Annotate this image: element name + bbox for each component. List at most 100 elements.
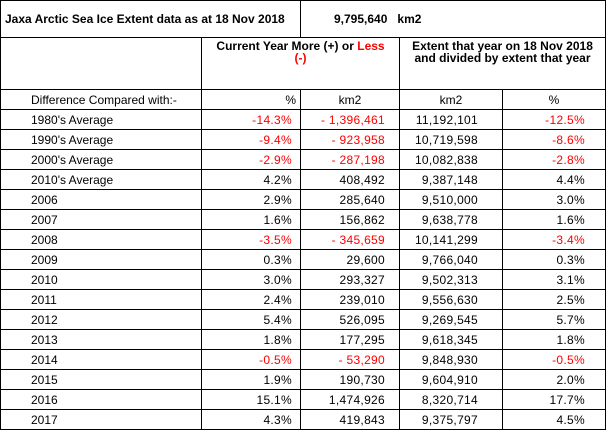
- difference-km2: 408,492: [300, 169, 400, 190]
- difference-km2: 293,327: [300, 269, 400, 290]
- table-row: 1990's Average -9.4% - 923,958 10,719,598 -8…: [0, 129, 606, 150]
- difference-percent: -2.9%: [201, 149, 301, 170]
- ratio-percent: 4.5%: [502, 409, 606, 430]
- difference-percent: 2.4%: [201, 289, 301, 310]
- column-header-row: Difference Compared with:- % km2 km2 %: [0, 89, 606, 110]
- extent-km2: 9,387,148: [399, 169, 503, 190]
- current-extent-unit: km2: [397, 12, 422, 26]
- table-row: 2010 3.0% 293,327 9,502,313 3.1%: [0, 269, 606, 290]
- difference-km2: 29,600: [300, 249, 400, 270]
- difference-percent: -0.5%: [201, 349, 301, 370]
- column-header-diff-km2: km2: [300, 89, 400, 110]
- difference-percent: 1.6%: [201, 209, 301, 230]
- difference-km2: 156,862: [300, 209, 400, 230]
- row-label: 2010: [0, 269, 202, 290]
- row-label: 2011: [0, 289, 202, 310]
- extent-km2: 9,510,000: [399, 189, 503, 210]
- difference-km2: 1,474,926: [300, 389, 400, 410]
- ratio-percent: 1.8%: [502, 329, 606, 350]
- row-label: 2010's Average: [0, 169, 202, 190]
- row-label: 2008: [0, 229, 202, 250]
- row-label: 2015: [0, 369, 202, 390]
- table-row: 2017 4.3% 419,843 9,375,797 4.5%: [0, 409, 606, 430]
- table-row: 2011 2.4% 239,010 9,556,630 2.5%: [0, 289, 606, 310]
- extent-km2: 9,502,313: [399, 269, 503, 290]
- difference-km2: 177,295: [300, 329, 400, 350]
- difference-km2: 526,095: [300, 309, 400, 330]
- extent-km2: 9,556,630: [399, 289, 503, 310]
- ratio-percent: 3.0%: [502, 189, 606, 210]
- table-row: 1980's Average -14.3% - 1,396,461 11,192,10…: [0, 109, 606, 130]
- row-label: 2017: [0, 409, 202, 430]
- column-header-extent-km2: km2: [399, 89, 503, 110]
- difference-km2: 190,730: [300, 369, 400, 390]
- difference-percent: -9.4%: [201, 129, 301, 150]
- difference-km2: - 345,659: [300, 229, 400, 250]
- row-label: 2000's Average: [0, 149, 202, 170]
- table-row: 2008 -3.5% - 345,659 10,141,299 -3.4%: [0, 229, 606, 250]
- difference-heading-less: Less: [357, 39, 385, 53]
- row-label-header: Difference Compared with:-: [0, 89, 202, 110]
- extent-km2: 9,618,345: [399, 329, 503, 350]
- difference-percent: 4.2%: [201, 169, 301, 190]
- table-row: 2013 1.8% 177,295 9,618,345 1.8%: [0, 329, 606, 350]
- difference-km2: - 53,290: [300, 349, 400, 370]
- extent-km2: 9,848,930: [399, 349, 503, 370]
- row-label: 2007: [0, 209, 202, 230]
- ratio-percent: -3.4%: [502, 229, 606, 250]
- column-header-diff-pct: %: [201, 89, 301, 110]
- ratio-percent: -2.8%: [502, 149, 606, 170]
- row-label: 2012: [0, 309, 202, 330]
- table-row: 2015 1.9% 190,730 9,604,910 2.0%: [0, 369, 606, 390]
- column-header-ratio-pct: %: [502, 89, 606, 110]
- row-label: 2006: [0, 189, 202, 210]
- row-label: 2016: [0, 389, 202, 410]
- difference-percent: 5.4%: [201, 309, 301, 330]
- extent-km2: 8,320,714: [399, 389, 503, 410]
- table-row: 2009 0.3% 29,600 9,766,040 0.3%: [0, 249, 606, 270]
- extent-km2: 9,269,545: [399, 309, 503, 330]
- difference-percent: -14.3%: [201, 109, 301, 130]
- difference-km2: - 1,396,461: [300, 109, 400, 130]
- extent-km2: 10,141,299: [399, 229, 503, 250]
- ratio-percent: -0.5%: [502, 349, 606, 370]
- difference-percent: 4.3%: [201, 409, 301, 430]
- ratio-percent: 1.6%: [502, 209, 606, 230]
- difference-percent: 15.1%: [201, 389, 301, 410]
- extent-km2: 9,375,797: [399, 409, 503, 430]
- difference-heading: Current Year More (+) or Less (-): [201, 37, 400, 90]
- ratio-percent: 4.4%: [502, 169, 606, 190]
- table-row: 2016 15.1% 1,474,926 8,320,714 17.7%: [0, 389, 606, 410]
- current-extent-cell: 9,795,640 km2: [300, 0, 606, 38]
- extent-km2: 9,604,910: [399, 369, 503, 390]
- table-title: Jaxa Arctic Sea Ice Extent data as at 18…: [0, 0, 301, 38]
- difference-percent: -3.5%: [201, 229, 301, 250]
- difference-km2: - 287,198: [300, 149, 400, 170]
- table-row: 2012 5.4% 526,095 9,269,545 5.7%: [0, 309, 606, 330]
- current-extent-value: 9,795,640: [334, 12, 388, 26]
- extent-km2: 10,719,598: [399, 129, 503, 150]
- table-row: 2000's Average -2.9% - 287,198 10,082,838 -2…: [0, 149, 606, 170]
- row-label: 2013: [0, 329, 202, 350]
- table-row: 2014 -0.5% - 53,290 9,848,930 -0.5%: [0, 349, 606, 370]
- row-label: 1990's Average: [0, 129, 202, 150]
- ratio-percent: 2.0%: [502, 369, 606, 390]
- extent-km2: 11,192,101: [399, 109, 503, 130]
- difference-km2: 285,640: [300, 189, 400, 210]
- ratio-percent: 2.5%: [502, 289, 606, 310]
- sea-ice-table: Jaxa Arctic Sea Ice Extent data as at 18…: [0, 0, 606, 430]
- difference-percent: 1.9%: [201, 369, 301, 390]
- blank-header-cell: [0, 37, 202, 90]
- ratio-percent: 5.7%: [502, 309, 606, 330]
- table-row: 2006 2.9% 285,640 9,510,000 3.0%: [0, 189, 606, 210]
- row-label: 2009: [0, 249, 202, 270]
- row-label: 1980's Average: [0, 109, 202, 130]
- ratio-percent: 17.7%: [502, 389, 606, 410]
- extent-heading: Extent that year on 18 Nov 2018 and divi…: [399, 37, 606, 90]
- ratio-percent: -12.5%: [502, 109, 606, 130]
- table-row: 2010's Average 4.2% 408,492 9,387,148 4.4%: [0, 169, 606, 190]
- row-label: 2014: [0, 349, 202, 370]
- extent-km2: 9,638,778: [399, 209, 503, 230]
- difference-percent: 1.8%: [201, 329, 301, 350]
- difference-heading-paren: (-): [294, 51, 307, 65]
